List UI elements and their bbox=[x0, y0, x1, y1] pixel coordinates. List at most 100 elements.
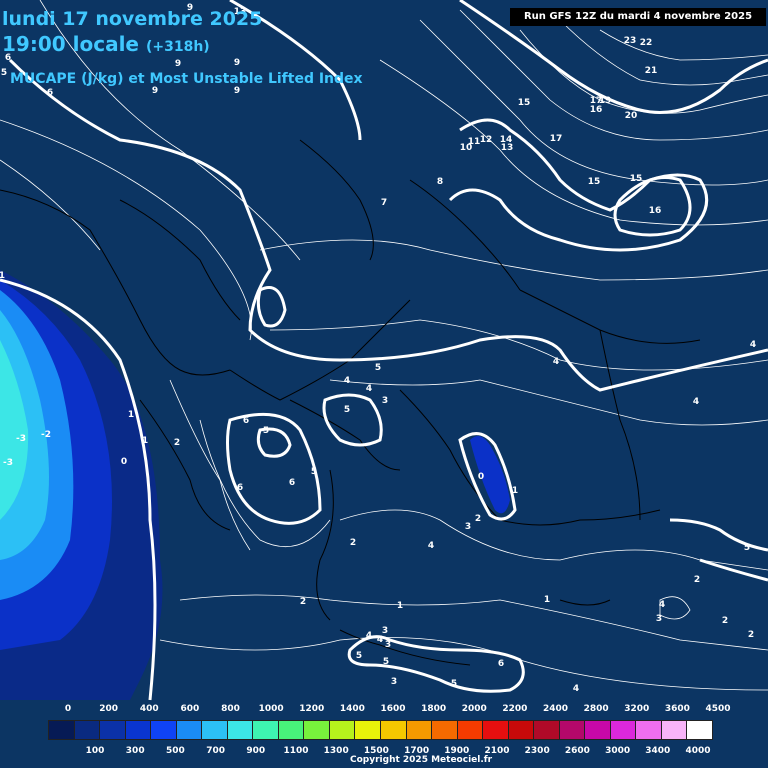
legend-tick-bottom: 2300 bbox=[524, 746, 550, 756]
legend-tick-bottom: 3400 bbox=[645, 746, 671, 756]
contour-label: -1 bbox=[0, 271, 5, 281]
contour-label: 10 bbox=[460, 143, 473, 153]
cape-shading-peak bbox=[0, 340, 29, 520]
borders bbox=[0, 139, 701, 666]
contour-label: 6 bbox=[289, 478, 295, 488]
contour-label: 1 bbox=[142, 436, 148, 446]
contour-label: 20 bbox=[625, 111, 638, 121]
legend-tick-top: 800 bbox=[221, 704, 240, 714]
contour-label: 23 bbox=[624, 36, 637, 46]
legend-tick-top: 1400 bbox=[339, 704, 365, 714]
legend-tick-bottom: 1700 bbox=[404, 746, 430, 756]
parameter-title: MUCAPE (J/kg) et Most Unstable Lifted In… bbox=[10, 71, 363, 87]
contour-label: 5 bbox=[1, 68, 7, 78]
contour-label: 22 bbox=[640, 38, 653, 48]
legend-swatch bbox=[354, 720, 381, 740]
legend-tick-bottom: 300 bbox=[125, 746, 145, 756]
contour-label: 3 bbox=[465, 522, 471, 532]
contour-label: 4 bbox=[693, 397, 699, 407]
contour-label: 15 bbox=[518, 98, 531, 108]
legend-swatch bbox=[328, 720, 356, 740]
legend-swatch bbox=[252, 720, 279, 740]
legend-tick-top: 1000 bbox=[258, 704, 284, 714]
contour-label: 2 bbox=[300, 597, 306, 607]
contour-label: -2 bbox=[41, 430, 51, 440]
legend-tick-bottom: 3000 bbox=[605, 746, 631, 756]
legend-swatch bbox=[533, 720, 560, 740]
legend-tick-top: 2400 bbox=[542, 704, 569, 714]
legend-swatch bbox=[175, 720, 203, 740]
legend-swatch bbox=[660, 720, 688, 740]
contour-label: 1 bbox=[544, 595, 550, 605]
contour-label: 3 bbox=[382, 626, 388, 636]
legend-swatch bbox=[584, 720, 611, 740]
contour-label: 4 bbox=[344, 376, 350, 386]
contour-label: 5 bbox=[344, 405, 350, 415]
contour-label: 9 bbox=[152, 86, 158, 96]
contour-label: 6 bbox=[498, 659, 504, 669]
legend-tick-bottom: 1500 bbox=[363, 746, 389, 756]
contour-label: 9 bbox=[175, 59, 181, 69]
contour-label: 6 bbox=[243, 416, 249, 426]
contour-label: 4 bbox=[428, 541, 434, 551]
contour-label: 1 bbox=[512, 486, 518, 496]
contour-label: 17 bbox=[590, 96, 603, 106]
contour-label: 3 bbox=[382, 396, 388, 406]
legend-swatch bbox=[48, 720, 75, 740]
contour-label: 21 bbox=[645, 66, 658, 76]
legend-swatch bbox=[124, 720, 152, 740]
contour-label: 4 bbox=[366, 631, 372, 641]
time-label: 19:00 locale bbox=[2, 32, 139, 56]
contour-label: 7 bbox=[381, 198, 387, 208]
legend-tick-top: 2000 bbox=[461, 704, 487, 714]
legend-swatch bbox=[482, 720, 509, 740]
contour-label: 13 bbox=[234, 7, 247, 17]
contour-label: 4 bbox=[659, 600, 665, 610]
legend-tick-bottom: 700 bbox=[206, 746, 225, 756]
run-info-badge: Run GFS 12Z du mardi 4 novembre 2025 bbox=[510, 8, 766, 26]
legend-tick-top: 3200 bbox=[624, 704, 650, 714]
legend-swatch bbox=[226, 720, 254, 740]
contour-label: 5 bbox=[263, 426, 269, 436]
legend-tick-bottom: 100 bbox=[85, 746, 105, 756]
legend-tick-top: 4500 bbox=[705, 704, 731, 714]
legend-tick-bottom: 1300 bbox=[323, 746, 349, 756]
contour-label: 16 bbox=[649, 206, 662, 216]
legend-tick-bottom: 1900 bbox=[444, 746, 470, 756]
contour-label: 4 bbox=[750, 340, 756, 350]
legend-swatch bbox=[380, 720, 407, 740]
contour-label: 2 bbox=[475, 514, 481, 524]
contour-label: 4 bbox=[573, 684, 579, 694]
legend-tick-bottom: 900 bbox=[246, 746, 266, 756]
contour-label: 4 bbox=[366, 384, 372, 394]
contour-label: 2 bbox=[174, 438, 180, 448]
legend-tick-top: 400 bbox=[139, 704, 159, 714]
contour-label: 14 bbox=[500, 135, 513, 145]
contour-label: 5 bbox=[451, 679, 457, 689]
contour-label: 9 bbox=[234, 86, 240, 96]
legend-tick-top: 600 bbox=[180, 704, 200, 714]
legend-tick-top: 200 bbox=[99, 704, 119, 714]
contour-label: 2 bbox=[722, 616, 728, 626]
contour-label: 3 bbox=[385, 640, 391, 650]
contour-label: 11 bbox=[468, 137, 481, 147]
contour-label: 6 bbox=[237, 483, 243, 493]
legend-swatch bbox=[635, 720, 662, 740]
contour-label: 17 bbox=[550, 134, 563, 144]
legend-swatch bbox=[73, 720, 101, 740]
legend-tick-bottom: 4000 bbox=[685, 746, 711, 756]
contour-label: 9 bbox=[187, 3, 193, 13]
contour-label: 4 bbox=[553, 357, 559, 367]
contour-label: 4 bbox=[377, 635, 383, 645]
legend-swatch bbox=[150, 720, 177, 740]
contour-label: 2 bbox=[748, 630, 754, 640]
legend-tick-bottom: 1100 bbox=[283, 746, 309, 756]
legend-tick-bottom: 2100 bbox=[484, 746, 510, 756]
legend-tick-top: 2800 bbox=[583, 704, 609, 714]
legend-tick-top: 0 bbox=[64, 704, 72, 714]
contour-label: 5 bbox=[311, 467, 317, 477]
contour-label: 0 bbox=[478, 472, 484, 482]
contour-label: 5 bbox=[383, 657, 389, 667]
cape-shading-blob bbox=[470, 436, 510, 514]
